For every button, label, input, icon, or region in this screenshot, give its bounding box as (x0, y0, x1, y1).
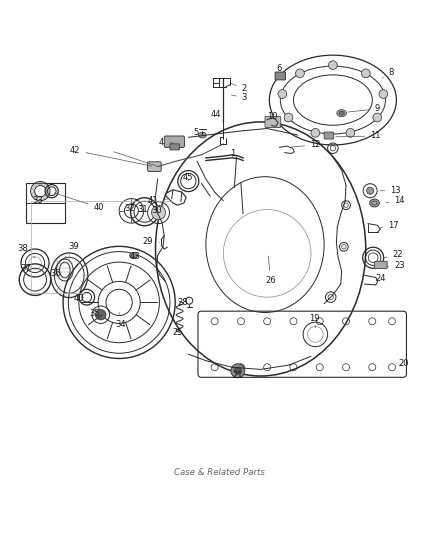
Text: 1: 1 (230, 149, 236, 158)
Circle shape (231, 364, 245, 378)
Text: 44: 44 (210, 110, 223, 122)
Ellipse shape (370, 199, 379, 207)
Text: 19: 19 (309, 314, 320, 328)
Circle shape (278, 90, 287, 99)
Circle shape (234, 367, 241, 374)
Text: 24: 24 (375, 274, 385, 283)
Circle shape (328, 61, 337, 70)
Circle shape (284, 113, 293, 122)
Text: 39: 39 (65, 243, 79, 258)
FancyBboxPatch shape (324, 132, 334, 139)
Text: 5: 5 (194, 128, 202, 138)
Text: 12: 12 (291, 140, 321, 149)
Text: 13: 13 (380, 186, 401, 195)
Text: 29: 29 (143, 237, 159, 246)
Text: 11: 11 (336, 132, 381, 141)
Text: 25: 25 (172, 322, 183, 337)
Circle shape (152, 206, 166, 220)
Circle shape (361, 69, 370, 78)
FancyBboxPatch shape (275, 72, 286, 80)
Text: 9: 9 (348, 104, 380, 114)
Text: 40: 40 (54, 193, 104, 212)
FancyBboxPatch shape (265, 116, 281, 128)
Circle shape (346, 128, 355, 137)
Text: 10: 10 (267, 112, 278, 121)
Text: 30: 30 (152, 206, 162, 215)
FancyBboxPatch shape (164, 136, 184, 147)
Text: 40: 40 (74, 294, 84, 303)
Bar (26, 183, 65, 223)
Text: 37: 37 (20, 264, 35, 278)
Circle shape (373, 113, 381, 122)
Text: 14: 14 (386, 196, 405, 205)
Text: Case & Related Parts: Case & Related Parts (173, 468, 265, 477)
Circle shape (367, 187, 374, 194)
Text: 20: 20 (399, 359, 409, 368)
Text: 17: 17 (380, 221, 399, 230)
Text: 32: 32 (124, 204, 135, 213)
FancyBboxPatch shape (374, 261, 387, 269)
Text: 3: 3 (231, 93, 247, 102)
FancyBboxPatch shape (148, 162, 161, 172)
Text: 35: 35 (89, 309, 100, 318)
Circle shape (379, 90, 388, 99)
Text: 34: 34 (115, 312, 126, 329)
Text: 2: 2 (231, 84, 247, 93)
Text: 43: 43 (130, 252, 140, 261)
Text: 21: 21 (232, 371, 243, 381)
Ellipse shape (339, 111, 344, 115)
Text: 8: 8 (382, 68, 394, 78)
Text: 26: 26 (265, 256, 276, 285)
Text: 36: 36 (51, 270, 61, 278)
Text: 28: 28 (178, 298, 188, 307)
Text: 33: 33 (32, 196, 42, 205)
Text: 31: 31 (138, 205, 148, 214)
Ellipse shape (198, 132, 206, 138)
Text: 23: 23 (386, 261, 405, 270)
Circle shape (311, 128, 320, 137)
FancyBboxPatch shape (170, 144, 180, 150)
Text: 6: 6 (277, 63, 282, 72)
Ellipse shape (130, 253, 138, 259)
Ellipse shape (337, 110, 346, 117)
Text: 42: 42 (70, 146, 152, 166)
Text: 4: 4 (159, 139, 174, 148)
Circle shape (95, 310, 106, 320)
Text: 38: 38 (18, 244, 35, 258)
Text: 41: 41 (147, 196, 168, 205)
Text: 45: 45 (182, 173, 193, 182)
Circle shape (296, 69, 304, 78)
Text: 22: 22 (385, 250, 403, 259)
